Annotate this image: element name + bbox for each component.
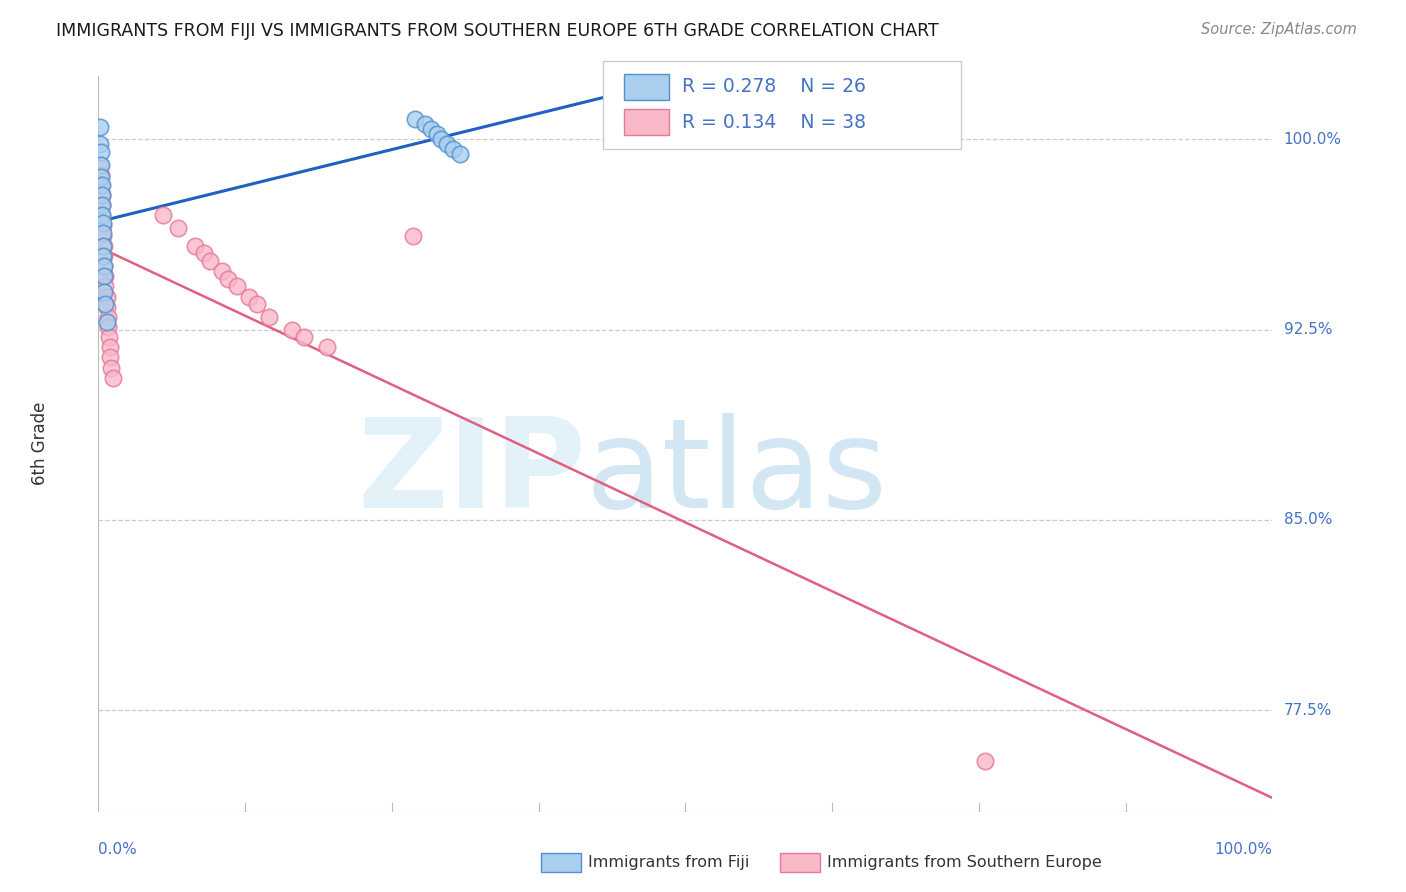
Point bbox=[93, 249, 115, 263]
Point bbox=[96, 289, 118, 303]
Point bbox=[100, 360, 122, 375]
Point bbox=[96, 300, 118, 314]
Point bbox=[419, 122, 441, 136]
Text: 0.0%: 0.0% bbox=[98, 842, 138, 857]
Point bbox=[98, 351, 121, 365]
Point bbox=[93, 285, 115, 299]
Point bbox=[281, 322, 304, 336]
Point bbox=[97, 320, 120, 334]
Text: ZIP: ZIP bbox=[357, 413, 586, 533]
Text: 6th Grade: 6th Grade bbox=[31, 402, 49, 485]
Text: 77.5%: 77.5% bbox=[1284, 703, 1331, 718]
Point bbox=[91, 198, 114, 212]
Point bbox=[91, 249, 114, 263]
Point bbox=[404, 112, 426, 126]
Point bbox=[91, 226, 114, 240]
Point bbox=[94, 279, 117, 293]
Text: R = 0.278    N = 26: R = 0.278 N = 26 bbox=[682, 78, 866, 96]
Point bbox=[198, 254, 221, 268]
Text: 100.0%: 100.0% bbox=[1284, 132, 1341, 147]
Point bbox=[292, 330, 315, 344]
Point bbox=[98, 340, 121, 354]
Text: 100.0%: 100.0% bbox=[1215, 842, 1272, 857]
Point bbox=[97, 310, 120, 324]
Point bbox=[90, 145, 112, 159]
Text: 92.5%: 92.5% bbox=[1284, 322, 1331, 337]
FancyBboxPatch shape bbox=[603, 61, 962, 149]
Point bbox=[91, 178, 114, 192]
Point bbox=[402, 228, 425, 243]
Point bbox=[238, 289, 260, 303]
Point bbox=[152, 208, 174, 222]
Point bbox=[436, 137, 458, 152]
Point bbox=[94, 269, 117, 284]
Point bbox=[91, 228, 114, 243]
Point bbox=[413, 117, 436, 131]
Text: Immigrants from Fiji: Immigrants from Fiji bbox=[588, 855, 749, 870]
Point bbox=[441, 142, 464, 156]
Point bbox=[91, 188, 114, 202]
Point bbox=[90, 158, 112, 172]
Point bbox=[96, 315, 118, 329]
Point bbox=[89, 158, 111, 172]
Point bbox=[90, 168, 112, 182]
Text: 85.0%: 85.0% bbox=[1284, 512, 1331, 527]
Point bbox=[91, 208, 114, 222]
Text: Immigrants from Southern Europe: Immigrants from Southern Europe bbox=[827, 855, 1101, 870]
Point bbox=[217, 272, 239, 286]
Point bbox=[93, 269, 115, 284]
Point bbox=[93, 259, 115, 273]
Point bbox=[430, 132, 453, 146]
Point bbox=[91, 188, 114, 202]
Point bbox=[89, 137, 111, 152]
Point bbox=[101, 371, 124, 385]
Point bbox=[973, 754, 995, 768]
Point bbox=[90, 178, 112, 192]
Point bbox=[90, 170, 112, 185]
Point bbox=[91, 208, 114, 222]
Point bbox=[193, 246, 215, 260]
Bar bbox=[624, 109, 669, 136]
Point bbox=[246, 297, 269, 311]
Point bbox=[91, 198, 114, 212]
Text: atlas: atlas bbox=[586, 413, 887, 533]
Point bbox=[226, 279, 249, 293]
Text: Source: ZipAtlas.com: Source: ZipAtlas.com bbox=[1201, 22, 1357, 37]
Point bbox=[183, 239, 205, 253]
Point bbox=[93, 259, 115, 273]
Point bbox=[211, 264, 233, 278]
Point bbox=[94, 297, 117, 311]
Point bbox=[167, 221, 190, 235]
Point bbox=[91, 219, 114, 233]
Point bbox=[91, 216, 114, 230]
Point bbox=[98, 330, 121, 344]
Text: R = 0.134    N = 38: R = 0.134 N = 38 bbox=[682, 112, 866, 132]
Bar bbox=[624, 74, 669, 100]
Point bbox=[316, 340, 339, 354]
Point bbox=[257, 310, 280, 324]
Point bbox=[449, 147, 471, 161]
Point bbox=[91, 239, 114, 253]
Point bbox=[93, 239, 115, 253]
Point bbox=[425, 127, 447, 141]
Point bbox=[89, 120, 111, 134]
Text: IMMIGRANTS FROM FIJI VS IMMIGRANTS FROM SOUTHERN EUROPE 6TH GRADE CORRELATION CH: IMMIGRANTS FROM FIJI VS IMMIGRANTS FROM … bbox=[56, 22, 939, 40]
